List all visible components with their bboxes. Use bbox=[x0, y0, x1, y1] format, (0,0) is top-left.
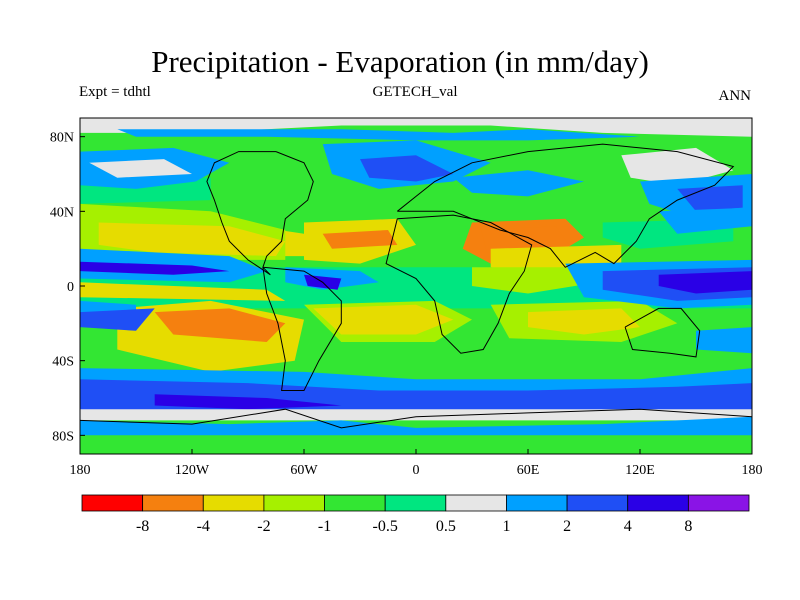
region-s-atl-yellow bbox=[313, 304, 454, 335]
y-tick-label: 80S bbox=[52, 429, 74, 444]
region-w-pacific-blue bbox=[658, 207, 752, 234]
colorbar-label: -8 bbox=[136, 518, 149, 535]
coastlines bbox=[80, 143, 752, 429]
colorbar-box bbox=[324, 494, 386, 512]
x-axis: 180 120W 60W 0 60E 120E 180 bbox=[70, 449, 763, 478]
coast-south-america bbox=[262, 266, 342, 391]
colorbar-label: -1 bbox=[318, 518, 331, 535]
colorbar-box bbox=[566, 494, 629, 512]
season-label: ANN bbox=[718, 88, 752, 104]
region-s-band-gray bbox=[80, 409, 752, 421]
colorbar-box bbox=[445, 494, 507, 512]
region-s-indian-yellow bbox=[528, 308, 640, 335]
region-sw-pacific-blue bbox=[696, 327, 752, 354]
colorbar-label: 2 bbox=[563, 518, 571, 535]
region-n-pacific-gray bbox=[89, 159, 192, 178]
x-tick-label: 120W bbox=[175, 463, 210, 478]
region-arctic-blue bbox=[117, 129, 641, 141]
coast-north-america bbox=[206, 151, 314, 276]
region-eq-e-indian-purple bbox=[658, 271, 752, 294]
colorbar-box bbox=[384, 494, 447, 512]
region-nw-pacific-darkblue bbox=[677, 185, 743, 212]
x-tick-label: 0 bbox=[413, 463, 420, 478]
colorbar-label: 0.5 bbox=[436, 518, 456, 535]
region-s-midlat-purple bbox=[154, 394, 342, 410]
x-tick-label: 60W bbox=[290, 463, 318, 478]
colorbar-label: -0.5 bbox=[373, 518, 398, 535]
chart-title: Precipitation - Evaporation (in mm/day) bbox=[151, 44, 649, 79]
y-axis: 80N 40N 0 40S 80S bbox=[50, 131, 85, 444]
x-tick-label: 180 bbox=[70, 463, 91, 478]
colorbar-box bbox=[263, 494, 325, 512]
region-s-pacific-darkblue bbox=[80, 308, 155, 331]
colorbar-label: -4 bbox=[197, 518, 210, 535]
coast-australia bbox=[624, 307, 701, 358]
x-tick-label: 120E bbox=[625, 463, 655, 478]
y-tick-label: 40S bbox=[52, 355, 74, 370]
colorbar-box bbox=[506, 494, 568, 512]
experiment-label: Expt = tdhtl bbox=[79, 84, 151, 100]
x-tick-label: 180 bbox=[742, 463, 763, 478]
region-eurasia-blue bbox=[453, 170, 584, 197]
region-eq-purple-pacific-core bbox=[80, 261, 230, 275]
region-n-subtrop-orange2 bbox=[322, 230, 398, 249]
dataset-label: GETECH_val bbox=[372, 84, 458, 100]
region-antarctic-blue bbox=[80, 416, 752, 436]
region-eq-yellow-pacific bbox=[80, 282, 286, 301]
region-arctic-gray bbox=[80, 118, 752, 137]
colorbar-label: 8 bbox=[684, 518, 692, 535]
region-n-atlantic-darkblue bbox=[360, 155, 454, 182]
region-n-subtrop-yellow-pacific2 bbox=[98, 222, 286, 257]
map-field bbox=[80, 118, 752, 454]
colorbar-label: 1 bbox=[502, 518, 510, 535]
colorbar-box bbox=[687, 494, 750, 512]
colorbar: -8 -4 -2 -1 -0.5 0.5 1 2 4 8 bbox=[81, 494, 750, 535]
y-tick-label: 0 bbox=[67, 280, 74, 295]
coast-africa bbox=[385, 214, 533, 354]
coast-eurasia bbox=[396, 143, 735, 268]
y-tick-label: 80N bbox=[50, 131, 74, 146]
colorbar-box bbox=[202, 494, 265, 512]
region-s-subtrop-orange bbox=[154, 308, 286, 342]
colorbar-box bbox=[81, 494, 144, 512]
colorbar-label: -2 bbox=[257, 518, 270, 535]
colorbar-label: 4 bbox=[624, 518, 632, 535]
region-e-asia-gray bbox=[621, 147, 734, 186]
coast-antarctica bbox=[80, 408, 752, 429]
y-tick-label: 40N bbox=[50, 205, 74, 220]
colorbar-box bbox=[142, 494, 204, 512]
x-tick-label: 60E bbox=[517, 463, 540, 478]
colorbar-box bbox=[627, 494, 689, 512]
